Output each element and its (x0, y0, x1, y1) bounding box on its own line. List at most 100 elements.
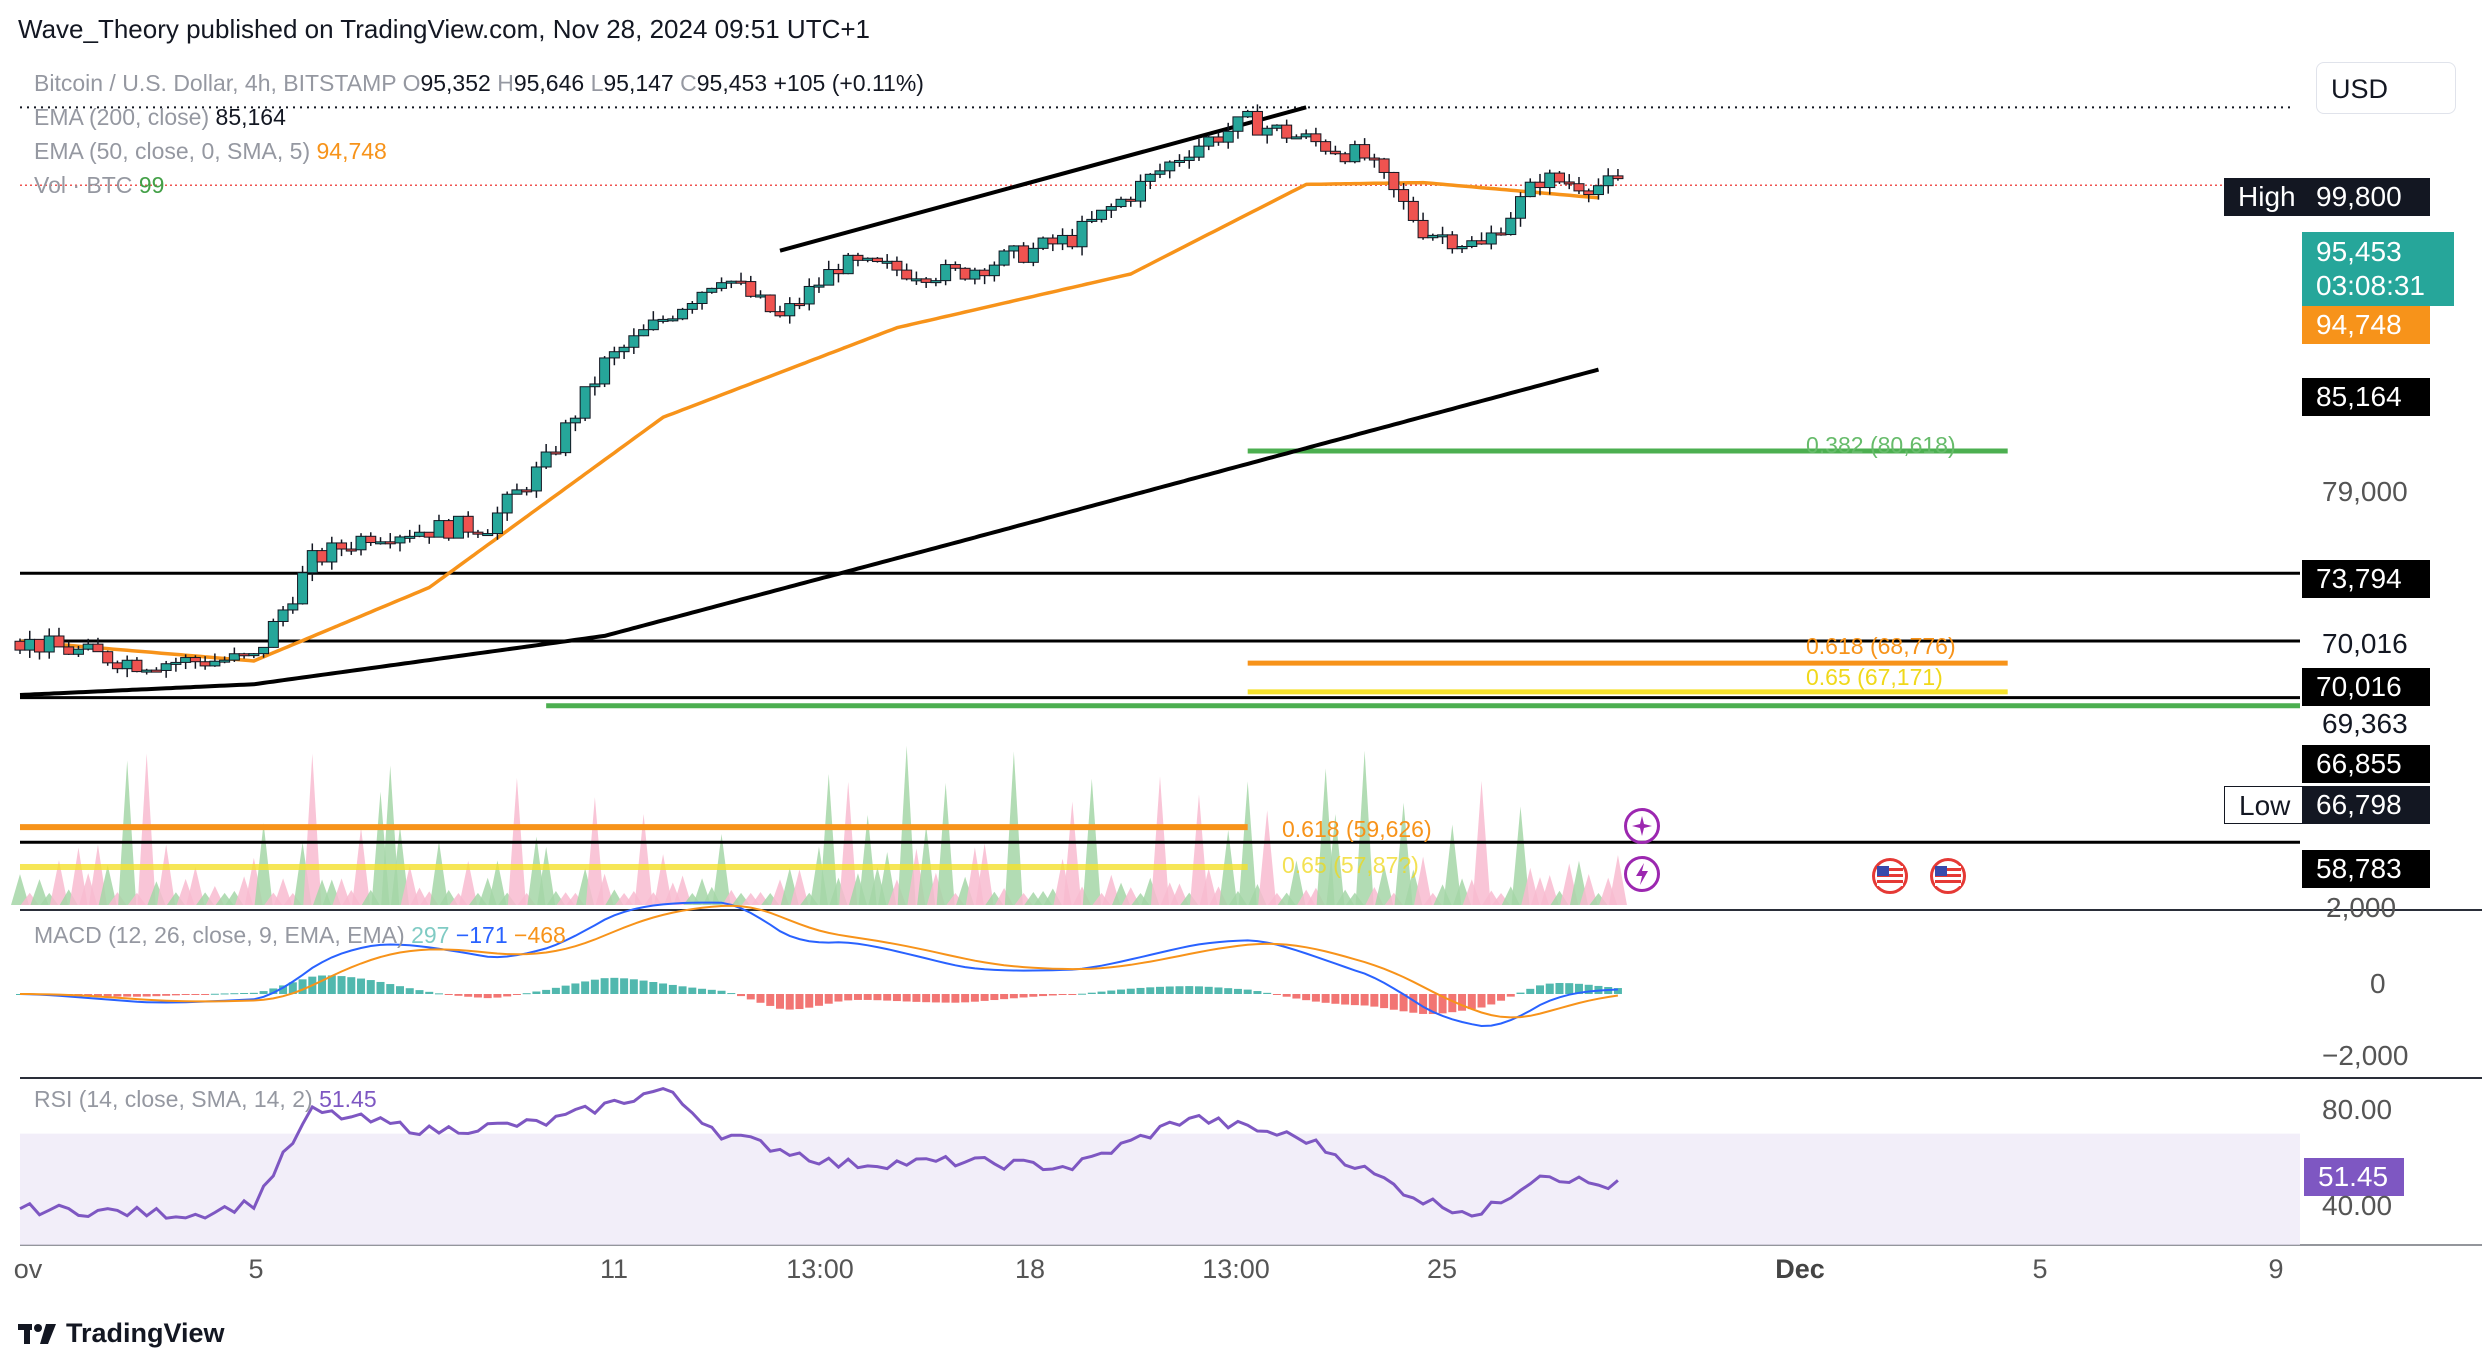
event-lightning-icon[interactable] (1624, 856, 1660, 892)
time-tick: 25 (1426, 1254, 1458, 1284)
close-key: C (680, 70, 697, 96)
candle (423, 531, 435, 544)
candle-body (1212, 136, 1224, 143)
candle (1183, 150, 1195, 169)
volume-bar (654, 854, 673, 905)
publisher-byline: Wave_Theory published on TradingView.com… (18, 14, 870, 44)
high-key: H (497, 70, 514, 96)
candle (1349, 140, 1361, 164)
macd-histogram-bar (542, 989, 551, 994)
candle (774, 305, 786, 318)
candle-body (657, 318, 669, 322)
macd-histogram-bar (737, 994, 746, 997)
us-flag-event-icon[interactable] (1872, 858, 1908, 894)
macd-histogram-bar (1428, 994, 1437, 1015)
macd-histogram-bar (590, 979, 599, 994)
candle (297, 565, 309, 605)
candle-body (706, 287, 718, 293)
macd-histogram-bar (357, 978, 366, 994)
volume-legend[interactable]: Vol · BTC 99 (34, 172, 164, 199)
candle (1066, 228, 1078, 250)
candle (1251, 104, 1263, 136)
macd-histogram-bar (113, 994, 122, 997)
candle-body (1495, 232, 1507, 236)
macd-histogram-bar (883, 994, 892, 1001)
candle-body (608, 351, 620, 359)
currency-selector[interactable]: USD (2316, 62, 2456, 114)
candle-body (82, 643, 94, 650)
macd-histogram-bar (805, 994, 814, 1008)
macd-signal-value: −468 (514, 922, 566, 948)
last-price-tag: 95,453 03:08:31 (2302, 232, 2454, 306)
candle (1008, 245, 1020, 259)
macd-histogram-bar (1331, 994, 1340, 1004)
macd-histogram-bar (103, 994, 112, 997)
candle (1456, 245, 1468, 253)
candle (647, 311, 659, 331)
macd-histogram-bar (1438, 994, 1447, 1014)
macd-histogram-bar (503, 994, 512, 997)
candle-body (881, 260, 893, 264)
candle-body (1456, 245, 1468, 250)
macd-histogram-bar (659, 983, 668, 994)
tradingview-logo[interactable]: TradingView (18, 1318, 225, 1349)
candle-body (238, 653, 250, 657)
time-tick: 5 (248, 1254, 264, 1284)
candle-body (1222, 130, 1234, 143)
candle (452, 515, 464, 539)
candle (443, 518, 455, 541)
fib-label-065-lower: 0.65 (57,87?) (1282, 852, 1419, 878)
candle (501, 491, 513, 521)
candle-body (1144, 173, 1156, 182)
candle-body (735, 280, 747, 284)
candle (365, 532, 377, 546)
candle-body (1534, 181, 1546, 189)
candle (228, 647, 240, 662)
candle-body (1398, 189, 1410, 202)
candle-body (521, 489, 533, 493)
price-tick-79000: 79,000 (2322, 476, 2408, 507)
macd-histogram-bar (1565, 983, 1574, 994)
candle (793, 297, 805, 310)
macd-histogram-bar (931, 994, 940, 1003)
candle-body (686, 303, 698, 310)
macd-histogram-bar (1321, 994, 1330, 1003)
candle (1339, 151, 1351, 165)
volume-label: Vol · BTC (34, 172, 133, 198)
volume-bar (1063, 801, 1082, 905)
volume-bar (488, 860, 507, 905)
candle (949, 261, 961, 271)
candle-body (638, 329, 650, 337)
macd-histogram-bar (1574, 983, 1583, 994)
candle-body (1417, 219, 1429, 239)
candle-body (423, 531, 435, 538)
candle (667, 315, 679, 322)
macd-histogram-bar (649, 982, 658, 994)
tradingview-brand: TradingView (66, 1318, 225, 1348)
candle-body (1427, 234, 1439, 239)
us-flag-event-icon[interactable] (1930, 858, 1966, 894)
event-sparkle-icon[interactable] (1624, 808, 1660, 844)
ema50-legend[interactable]: EMA (50, close, 0, SMA, 5) 94,748 (34, 138, 387, 165)
macd-histogram-bar (415, 990, 424, 994)
candle-body (1349, 144, 1361, 163)
rsi-legend[interactable]: RSI (14, close, SMA, 14, 2) 51.45 (34, 1086, 377, 1113)
macd-histogram-bar (454, 994, 463, 996)
candle (569, 415, 581, 432)
candle (988, 261, 1000, 282)
candle-body (910, 278, 922, 282)
macd-hist-value: 297 (411, 922, 450, 948)
candle-body (1524, 181, 1536, 198)
macd-histogram-bar (1214, 987, 1223, 994)
ema200-legend[interactable]: EMA (200, close) 85,164 (34, 104, 286, 131)
candle (842, 252, 854, 275)
candle-body (1505, 217, 1517, 236)
candle-body (452, 515, 464, 539)
macd-tick-zero: 0 (2370, 968, 2386, 999)
candle (696, 291, 708, 310)
macd-histogram-bar (240, 992, 249, 994)
macd-legend[interactable]: MACD (12, 26, close, 9, EMA, EMA) 297 −1… (34, 922, 566, 949)
candle (384, 533, 396, 549)
level-tag-58783: 58,783 (2302, 850, 2430, 888)
